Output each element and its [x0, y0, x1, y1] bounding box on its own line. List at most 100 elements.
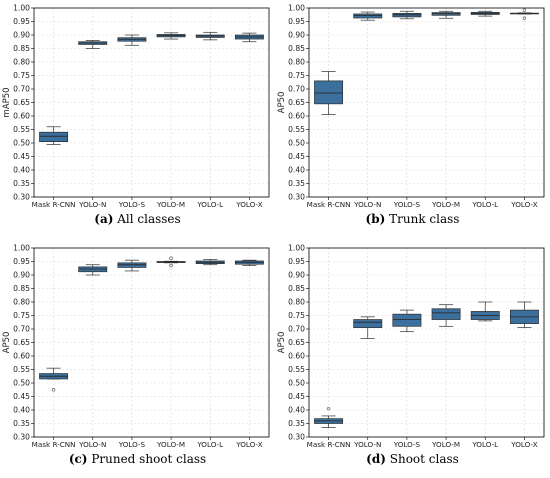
x-tick-label: YOLO-N — [78, 200, 106, 209]
y-tick-label: 0.35 — [13, 179, 30, 188]
boxplot-shoot-class: 0.30 0.35 0.40 0.45 0.50 0.55 0.60 0.65 0.70 0.75… — [277, 244, 545, 449]
x-tick-label: YOLO-S — [393, 440, 421, 449]
boxplot-pruned-shoot-class: 0.30 0.35 0.40 0.45 0.50 0.55 0.60 0.65 0.70 0.75… — [2, 244, 270, 449]
y-tick-label: 0.45 — [13, 152, 30, 161]
x-tick-label: YOLO-X — [235, 200, 262, 209]
x-tick-label: Mask R-CNN — [32, 440, 76, 449]
axes-frame — [33, 247, 270, 438]
y-tick-label: 0.70 — [13, 85, 30, 94]
y-tick-label: 0.35 — [288, 179, 305, 188]
y-axis-label: AP50 — [2, 332, 12, 354]
y-tick-label: 0.90 — [288, 31, 305, 40]
y-tick-label: 0.50 — [13, 139, 30, 148]
y-tick-label: 0.85 — [13, 44, 30, 53]
outlier-point — [522, 8, 527, 12]
y-tick-label: 0.65 — [288, 98, 305, 107]
y-tick-label: 0.55 — [13, 125, 30, 134]
box — [392, 313, 422, 327]
caption-letter: (a) — [94, 212, 114, 226]
y-tick-label: 0.55 — [288, 125, 305, 134]
y-tick-label: 0.50 — [13, 379, 30, 388]
x-tick-label: Mask R-CNN — [307, 440, 351, 449]
x-tick-label: YOLO-N — [78, 440, 106, 449]
axes-frame — [308, 247, 545, 438]
panel-pruned-shoot-class: 0.30 0.35 0.40 0.45 0.50 0.55 0.60 0.65 0.70 0.75… — [0, 240, 275, 478]
y-tick-label: 0.80 — [13, 58, 30, 67]
y-tick-label: 0.50 — [288, 139, 305, 148]
x-tick-label: YOLO-M — [156, 200, 185, 209]
y-tick-label: 0.85 — [288, 284, 305, 293]
caption-d: (d) Shoot class — [275, 452, 550, 466]
y-tick-label: 0.45 — [288, 152, 305, 161]
axes-frame — [308, 7, 545, 198]
y-tick-label: 0.35 — [288, 419, 305, 428]
x-tick-label: YOLO-M — [431, 200, 460, 209]
y-tick-label: 1.00 — [288, 244, 305, 253]
caption-letter: (b) — [365, 212, 386, 226]
y-tick-label: 0.30 — [13, 433, 30, 442]
y-tick-label: 0.75 — [13, 311, 30, 320]
box — [314, 80, 344, 105]
y-tick-label: 0.65 — [288, 338, 305, 347]
y-tick-label: 0.60 — [288, 352, 305, 361]
y-tick-label: 0.90 — [13, 271, 30, 280]
y-tick-label: 0.70 — [288, 325, 305, 334]
x-tick-label: YOLO-S — [118, 440, 146, 449]
x-tick-label: YOLO-S — [393, 200, 421, 209]
y-tick-label: 0.30 — [288, 433, 305, 442]
y-tick-label: 0.65 — [13, 338, 30, 347]
outlier-point — [522, 16, 527, 20]
y-tick-label: 0.80 — [13, 298, 30, 307]
y-tick-label: 0.45 — [13, 392, 30, 401]
y-tick-label: 0.80 — [288, 298, 305, 307]
y-tick-label: 0.95 — [288, 17, 305, 26]
caption-text: Shoot class — [389, 452, 459, 466]
y-tick-label: 0.95 — [288, 257, 305, 266]
caption-letter: (c) — [68, 452, 88, 466]
x-tick-label: YOLO-L — [196, 440, 223, 449]
outlier-point — [326, 406, 331, 411]
boxplot-trunk-class: 0.30 0.35 0.40 0.45 0.50 0.55 0.60 0.65 0.70 0.75… — [277, 4, 545, 209]
y-tick-label: 0.40 — [288, 406, 305, 415]
x-tick-label: YOLO-L — [196, 200, 223, 209]
box — [431, 308, 461, 320]
x-tick-label: YOLO-N — [353, 200, 381, 209]
caption-c: (c) Pruned shoot class — [0, 452, 275, 466]
x-tick-label: Mask R-CNN — [307, 200, 351, 209]
x-tick-label: YOLO-X — [510, 200, 537, 209]
x-tick-label: YOLO-S — [118, 200, 146, 209]
outlier-point — [169, 256, 173, 260]
y-tick-label: 0.80 — [288, 58, 305, 67]
y-tick-label: 0.30 — [288, 193, 305, 202]
y-tick-label: 0.85 — [13, 284, 30, 293]
y-tick-label: 0.40 — [13, 406, 30, 415]
x-tick-label: YOLO-L — [471, 200, 498, 209]
y-tick-label: 0.60 — [13, 352, 30, 361]
y-tick-label: 0.50 — [288, 379, 305, 388]
y-tick-label: 0.60 — [13, 112, 30, 121]
y-tick-label: 0.70 — [13, 325, 30, 334]
y-tick-label: 1.00 — [13, 4, 30, 13]
y-tick-label: 0.65 — [13, 98, 30, 107]
y-tick-label: 0.95 — [13, 257, 30, 266]
y-tick-label: 0.90 — [288, 271, 305, 280]
y-tick-label: 0.55 — [288, 365, 305, 374]
boxplot-all-classes: 0.30 0.35 0.40 0.45 0.50 0.55 0.60 0.65 0.70 0.75… — [2, 4, 270, 209]
box — [353, 319, 383, 329]
y-tick-label: 0.95 — [13, 17, 30, 26]
y-axis-label: AP50 — [277, 92, 287, 114]
y-tick-label: 1.00 — [288, 4, 305, 13]
y-tick-label: 0.35 — [13, 419, 30, 428]
y-tick-label: 0.70 — [288, 85, 305, 94]
axes-frame — [33, 7, 270, 198]
caption-text: All classes — [117, 212, 181, 226]
y-tick-label: 0.45 — [288, 392, 305, 401]
y-tick-label: 0.40 — [13, 166, 30, 175]
x-tick-label: YOLO-M — [431, 440, 460, 449]
y-tick-label: 0.40 — [288, 166, 305, 175]
y-tick-label: 0.90 — [13, 31, 30, 40]
y-tick-label: 0.85 — [288, 44, 305, 53]
y-tick-label: 0.75 — [13, 71, 30, 80]
y-axis-label: mAP50 — [2, 87, 12, 117]
